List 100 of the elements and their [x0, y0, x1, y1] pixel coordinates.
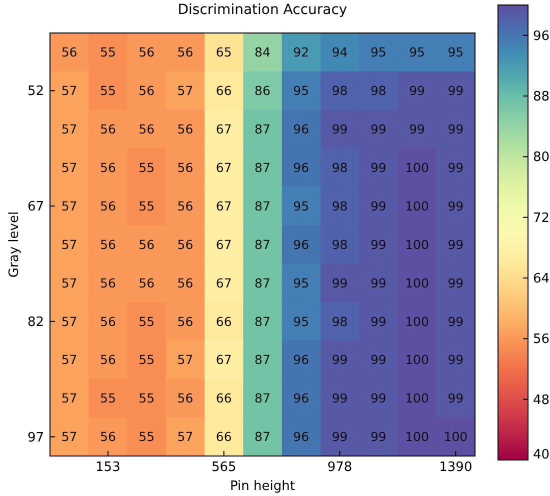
data-label: 87 — [254, 160, 270, 175]
data-label: 57 — [61, 122, 78, 137]
data-label: 95 — [293, 314, 310, 329]
data-label: 56 — [177, 122, 194, 137]
data-label: 67 — [216, 160, 232, 175]
data-label: 99 — [448, 122, 464, 137]
data-label: 100 — [405, 275, 430, 290]
data-label: 57 — [177, 429, 194, 444]
data-label: 99 — [332, 352, 348, 368]
data-label: 56 — [100, 429, 116, 444]
y-tick-label: 67 — [27, 200, 44, 215]
data-label: 56 — [100, 236, 116, 252]
y-tick-label: 52 — [27, 84, 44, 100]
data-label: 67 — [216, 275, 232, 290]
y-tick-label: 97 — [27, 430, 44, 446]
y-axis-title: Gray level — [7, 211, 22, 278]
data-label: 98 — [332, 314, 348, 329]
data-label: 95 — [293, 198, 310, 214]
color-bar-label: 64 — [533, 272, 550, 287]
data-label: 67 — [216, 198, 232, 214]
data-label: 87 — [254, 390, 270, 406]
color-bar-label: 40 — [533, 448, 550, 463]
data-label: 99 — [370, 198, 386, 214]
data-label: 57 — [61, 83, 78, 98]
data-label: 56 — [100, 122, 116, 137]
data-label: 87 — [254, 122, 270, 137]
data-label: 84 — [254, 44, 270, 60]
data-label: 55 — [138, 429, 155, 444]
data-label: 100 — [444, 429, 468, 444]
data-label: 96 — [293, 236, 310, 252]
data-label: 56 — [177, 236, 194, 252]
data-label: 99 — [448, 83, 464, 98]
data-label: 100 — [405, 429, 430, 444]
data-label: 66 — [216, 83, 232, 98]
data-label: 67 — [216, 236, 232, 252]
data-label: 65 — [216, 44, 232, 60]
data-label: 56 — [177, 314, 194, 329]
data-label: 57 — [177, 352, 194, 368]
data-label: 92 — [293, 44, 310, 60]
data-label: 57 — [61, 160, 78, 175]
data-label: 86 — [254, 83, 270, 98]
data-label: 87 — [254, 352, 270, 368]
data-label: 99 — [448, 352, 464, 368]
data-label: 56 — [177, 198, 194, 214]
data-label: 99 — [332, 390, 348, 406]
data-label: 87 — [254, 275, 270, 290]
data-label: 100 — [405, 390, 430, 406]
data-label: 57 — [61, 390, 78, 406]
data-label: 56 — [100, 314, 116, 329]
data-label: 96 — [293, 160, 310, 175]
data-label: 99 — [370, 275, 386, 290]
data-label: 56 — [100, 198, 116, 214]
color-bar-label: 72 — [533, 210, 550, 226]
data-label: 94 — [332, 44, 348, 60]
data-label: 99 — [332, 122, 348, 137]
x-tick-label: 1390 — [439, 460, 472, 475]
data-label: 55 — [100, 44, 116, 60]
data-label: 57 — [61, 236, 78, 252]
x-tick-label: 978 — [327, 460, 352, 475]
data-label: 55 — [138, 390, 155, 406]
data-label: 98 — [332, 198, 348, 214]
data-label: 87 — [254, 198, 270, 214]
data-label: 100 — [405, 236, 430, 252]
data-label: 57 — [61, 352, 78, 368]
data-label: 98 — [332, 236, 348, 252]
color-bar-label: 80 — [533, 150, 550, 166]
data-label: 99 — [448, 390, 464, 406]
data-label: 96 — [293, 429, 310, 444]
data-label: 99 — [370, 352, 386, 368]
data-label: 100 — [405, 352, 430, 368]
data-label: 95 — [370, 44, 386, 60]
data-label: 99 — [370, 236, 386, 252]
data-label: 100 — [405, 198, 430, 214]
data-label: 99 — [370, 429, 386, 444]
data-label: 57 — [61, 429, 78, 444]
data-label: 57 — [61, 314, 78, 329]
data-label: 55 — [100, 83, 116, 98]
data-label: 56 — [138, 83, 155, 98]
data-label: 56 — [61, 44, 78, 60]
data-label: 99 — [448, 160, 464, 175]
data-label: 55 — [100, 390, 116, 406]
data-label: 98 — [370, 83, 386, 98]
data-label: 57 — [177, 83, 194, 98]
data-label: 56 — [177, 160, 194, 175]
data-label: 99 — [332, 429, 348, 444]
data-label: 100 — [405, 160, 430, 175]
data-label: 56 — [100, 275, 116, 290]
data-label: 98 — [332, 83, 348, 98]
data-label: 87 — [254, 314, 270, 329]
data-label: 99 — [370, 160, 386, 175]
data-label: 95 — [293, 275, 310, 290]
data-label: 99 — [448, 236, 464, 252]
data-label: 67 — [216, 352, 232, 368]
data-label: 95 — [448, 44, 464, 60]
data-label: 55 — [138, 160, 155, 175]
data-label: 100 — [405, 314, 430, 329]
data-label: 56 — [138, 275, 155, 290]
data-label: 56 — [138, 236, 155, 252]
data-label: 96 — [293, 352, 310, 368]
x-tick-label: 153 — [96, 460, 120, 475]
